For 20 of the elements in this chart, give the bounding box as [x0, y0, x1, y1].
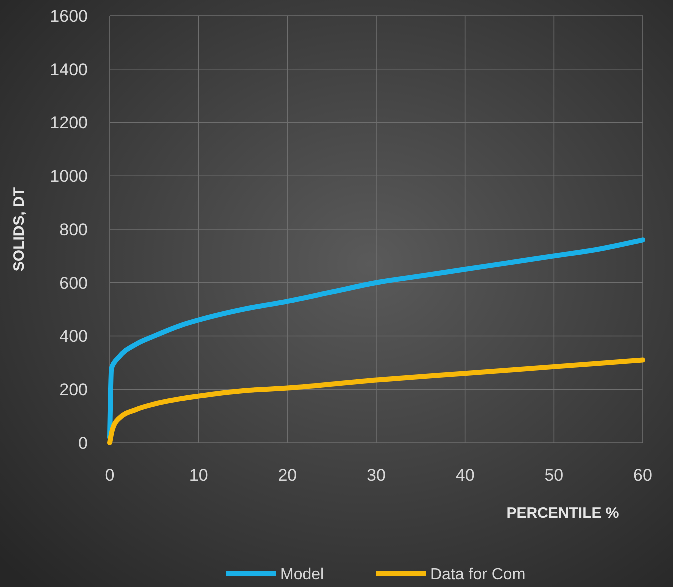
x-tick-label: 0 [105, 466, 115, 485]
y-tick-label: 1200 [50, 114, 88, 133]
y-axis-title: SOLIDS, DT [11, 187, 28, 272]
y-tick-label: 1600 [50, 6, 88, 26]
legend-label: Data for Com [430, 566, 526, 584]
x-tick-label: 20 [278, 466, 298, 485]
y-tick-label: 1000 [50, 167, 88, 186]
y-tick-label: 600 [60, 274, 88, 293]
x-tick-label: 40 [456, 466, 475, 485]
y-tick-label: 200 [60, 380, 88, 400]
legend-label: Model [280, 566, 324, 584]
y-tick-label: 0 [78, 434, 88, 453]
y-tick-label: 400 [60, 327, 88, 346]
x-axis-title: PERCENTILE % [506, 505, 620, 522]
x-tick-label: 10 [189, 466, 208, 485]
y-tick-label: 1400 [50, 60, 88, 80]
x-tick-label: 50 [544, 466, 564, 485]
y-tick-label: 800 [60, 220, 88, 240]
x-tick-label: 60 [634, 466, 652, 485]
x-tick-label: 30 [367, 466, 386, 485]
